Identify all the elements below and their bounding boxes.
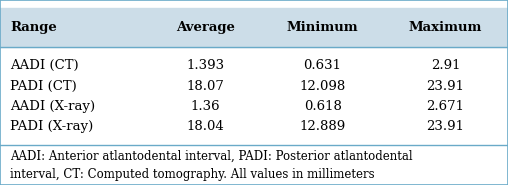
Text: Maximum: Maximum xyxy=(409,21,482,34)
Text: 0.618: 0.618 xyxy=(304,100,341,113)
Text: 1.393: 1.393 xyxy=(186,59,225,72)
Text: AADI (CT): AADI (CT) xyxy=(10,59,79,72)
Text: 1.36: 1.36 xyxy=(191,100,220,113)
Text: 23.91: 23.91 xyxy=(427,80,464,92)
Text: 2.91: 2.91 xyxy=(431,59,460,72)
Text: PADI (X-ray): PADI (X-ray) xyxy=(10,120,93,133)
Text: interval, CT: Computed tomography. All values in millimeters: interval, CT: Computed tomography. All v… xyxy=(10,168,375,181)
Text: Average: Average xyxy=(176,21,235,34)
Text: Minimum: Minimum xyxy=(287,21,358,34)
Text: AADI (X-ray): AADI (X-ray) xyxy=(10,100,96,113)
Text: PADI (CT): PADI (CT) xyxy=(10,80,77,92)
Text: AADI: Anterior atlantodental interval, PADI: Posterior atlantodental: AADI: Anterior atlantodental interval, P… xyxy=(10,150,413,163)
Text: 23.91: 23.91 xyxy=(427,120,464,133)
Text: 12.098: 12.098 xyxy=(299,80,346,92)
Text: 12.889: 12.889 xyxy=(299,120,346,133)
Text: 0.631: 0.631 xyxy=(304,59,341,72)
Text: 18.07: 18.07 xyxy=(187,80,225,92)
Text: 18.04: 18.04 xyxy=(187,120,225,133)
Text: Range: Range xyxy=(10,21,57,34)
Text: 2.671: 2.671 xyxy=(427,100,464,113)
